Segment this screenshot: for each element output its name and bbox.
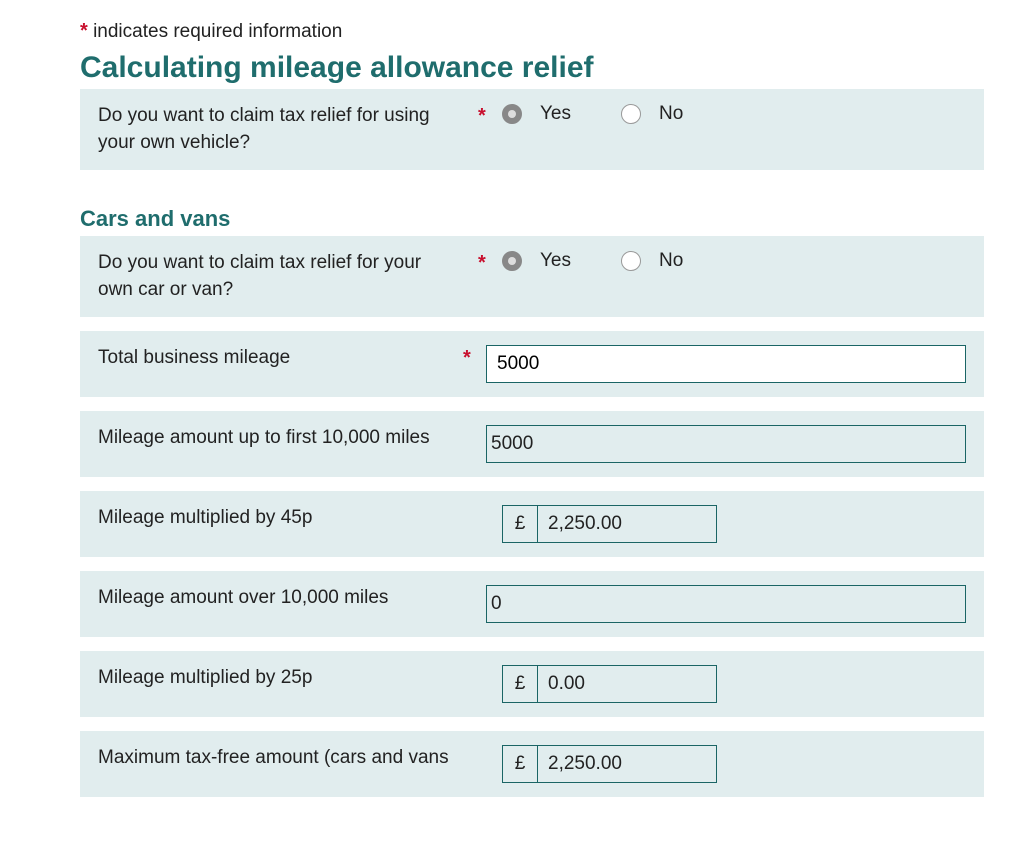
currency-symbol: £ bbox=[502, 505, 538, 543]
input-total-mileage[interactable] bbox=[486, 345, 966, 383]
readonly-over-10000: 0 bbox=[486, 585, 966, 623]
radio-group-vehicle: Yes No bbox=[502, 103, 966, 125]
radio-group-car-van: Yes No bbox=[502, 250, 966, 272]
radio-label-yes: Yes bbox=[540, 103, 571, 125]
asterisk-icon: * bbox=[80, 20, 88, 42]
readonly-first-10000: 5000 bbox=[486, 425, 966, 463]
required-marker: * bbox=[463, 345, 486, 370]
question-label-car-van: Do you want to claim tax relief for your… bbox=[98, 250, 478, 303]
question-row-car-van-relief: Do you want to claim tax relief for your… bbox=[80, 236, 984, 317]
label-multiplied-25p: Mileage multiplied by 25p bbox=[98, 665, 478, 692]
currency-display-max: £ 2,250.00 bbox=[502, 745, 717, 783]
asterisk-icon: * bbox=[478, 105, 486, 127]
required-marker: * bbox=[478, 250, 502, 275]
question-label-vehicle: Do you want to claim tax relief for usin… bbox=[98, 103, 478, 156]
required-marker: * bbox=[478, 103, 502, 128]
label-max-taxfree: Maximum tax-free amount (cars and vans bbox=[98, 745, 478, 772]
currency-value-45p: 2,250.00 bbox=[537, 505, 717, 543]
radio-option-yes[interactable]: Yes bbox=[502, 103, 571, 125]
currency-value-max: 2,250.00 bbox=[537, 745, 717, 783]
page-title: Calculating mileage allowance relief bbox=[80, 51, 984, 85]
required-marker bbox=[463, 425, 486, 427]
radio-label-no: No bbox=[659, 250, 683, 272]
asterisk-icon: * bbox=[478, 252, 486, 274]
currency-symbol: £ bbox=[502, 665, 538, 703]
asterisk-icon: * bbox=[463, 347, 471, 369]
radio-icon-selected bbox=[502, 251, 522, 271]
row-multiplied-25p: Mileage multiplied by 25p £ 0.00 bbox=[80, 651, 984, 717]
radio-icon-selected bbox=[502, 104, 522, 124]
row-multiplied-45p: Mileage multiplied by 45p £ 2,250.00 bbox=[80, 491, 984, 557]
radio-icon-unselected bbox=[621, 104, 641, 124]
currency-value-25p: 0.00 bbox=[537, 665, 717, 703]
radio-icon-unselected bbox=[621, 251, 641, 271]
required-information-note: * indicates required information bbox=[80, 20, 984, 43]
label-total-mileage: Total business mileage bbox=[98, 345, 463, 372]
required-marker bbox=[478, 745, 502, 747]
currency-symbol: £ bbox=[502, 745, 538, 783]
currency-display-45p: £ 2,250.00 bbox=[502, 505, 717, 543]
row-max-taxfree: Maximum tax-free amount (cars and vans £… bbox=[80, 731, 984, 797]
label-multiplied-45p: Mileage multiplied by 45p bbox=[98, 505, 478, 532]
section-heading-cars-vans: Cars and vans bbox=[80, 206, 984, 232]
row-over-10000: Mileage amount over 10,000 miles 0 bbox=[80, 571, 984, 637]
currency-display-25p: £ 0.00 bbox=[502, 665, 717, 703]
radio-label-yes: Yes bbox=[540, 250, 571, 272]
row-first-10000: Mileage amount up to first 10,000 miles … bbox=[80, 411, 984, 477]
required-marker bbox=[478, 665, 502, 667]
required-marker bbox=[463, 585, 486, 587]
required-marker bbox=[478, 505, 502, 507]
radio-label-no: No bbox=[659, 103, 683, 125]
radio-option-no[interactable]: No bbox=[621, 103, 683, 125]
label-first-10000: Mileage amount up to first 10,000 miles bbox=[98, 425, 463, 452]
question-row-vehicle-relief: Do you want to claim tax relief for usin… bbox=[80, 89, 984, 170]
radio-option-no[interactable]: No bbox=[621, 250, 683, 272]
label-over-10000: Mileage amount over 10,000 miles bbox=[98, 585, 463, 612]
row-total-mileage: Total business mileage * bbox=[80, 331, 984, 397]
required-note-text: indicates required information bbox=[88, 21, 343, 42]
radio-option-yes[interactable]: Yes bbox=[502, 250, 571, 272]
